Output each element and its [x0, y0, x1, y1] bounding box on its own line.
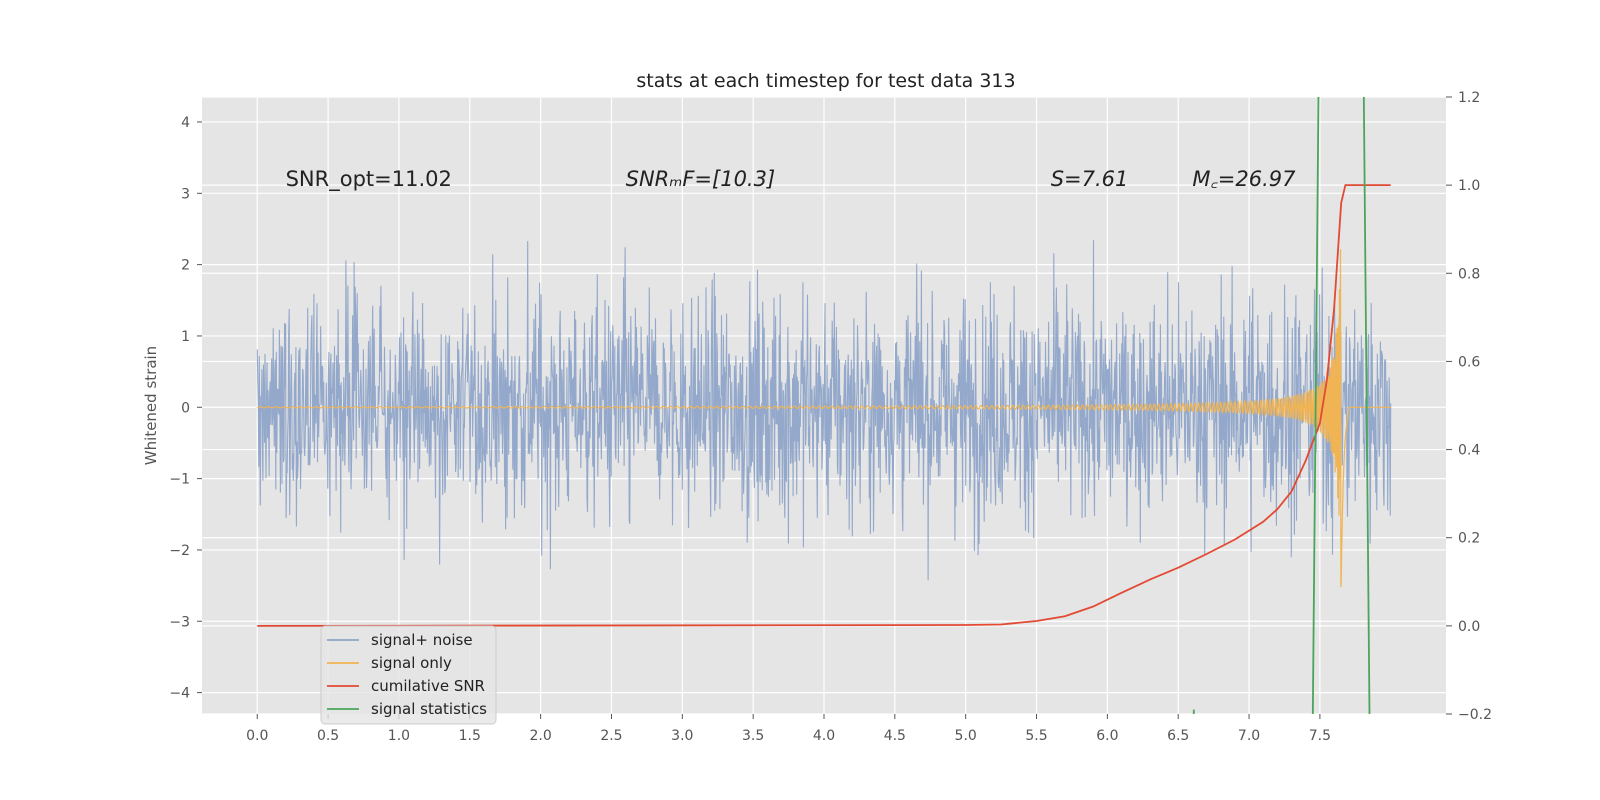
y2-tick-label: 0.0 [1458, 619, 1480, 635]
chirp-series [257, 249, 1391, 588]
x-tick-label: 4.5 [884, 728, 906, 744]
y-tick-label: 2 [181, 258, 190, 274]
x-tick-label: 5.5 [1025, 728, 1047, 744]
x-tick-label: 0.0 [246, 728, 268, 744]
legend-label: cumilative SNR [371, 677, 485, 695]
x-tick-label: 5.0 [955, 728, 977, 744]
x-tick-label: 4.0 [813, 728, 835, 744]
snr-series [257, 184, 1391, 627]
stats-line [1362, 96, 1371, 715]
y-tick-label: −1 [169, 472, 190, 488]
y-tick-label: −4 [169, 686, 190, 702]
y2-tick-label: 0.2 [1458, 531, 1480, 547]
y-axis-label: Whitened strain [142, 346, 160, 465]
y-tick-label: 3 [181, 186, 190, 202]
axes: 0.0 0.5 1.0 1.5 2.0 2.5 3.0 3.5 4.0 4.5 5.0 5.5 6.0 6… [169, 90, 1492, 744]
y2-tick-label: 0.8 [1458, 266, 1480, 282]
x-tick-label: 1.0 [388, 728, 410, 744]
snr-line [257, 184, 1391, 627]
stats-line [1311, 96, 1320, 715]
x-tick-label: 1.5 [459, 728, 481, 744]
legend-label: signal statistics [371, 700, 487, 718]
chirp-mass-annotation: M꜀=26.97 [1192, 167, 1296, 191]
legend: signal+ noise signal only cumilative SNR si… [320, 625, 497, 725]
snr-mf-annotation: SNRₘF=[10.3] [626, 167, 776, 191]
x-tick-label: 3.0 [671, 728, 693, 744]
y-tick-label: 0 [181, 400, 190, 416]
legend-label: signal+ noise [371, 631, 473, 649]
x-tick-label: 0.5 [317, 728, 339, 744]
stats-series [1192, 96, 1371, 715]
x-tick-label: 7.5 [1309, 728, 1331, 744]
y2-tick-label: 0.4 [1458, 443, 1480, 459]
legend-label: signal only [371, 654, 452, 672]
y-tick-label: 1 [181, 329, 190, 345]
noise-series [256, 240, 1392, 581]
chart-title: stats at each timestep for test data 313 [636, 70, 1015, 92]
x-tick-label: 3.5 [742, 728, 764, 744]
s-value-annotation: S=7.61 [1051, 167, 1129, 191]
y-tick-label: −3 [169, 614, 190, 630]
x-tick-label: 6.5 [1167, 728, 1189, 744]
x-tick-label: 2.5 [600, 728, 622, 744]
chirp-line [257, 249, 1391, 588]
x-tick-label: 2.0 [529, 728, 551, 744]
y2-tick-label: 1.2 [1458, 90, 1480, 106]
y2-tick-label: 1.0 [1458, 178, 1480, 194]
y-tick-label: −2 [169, 543, 190, 559]
legend-box [320, 625, 497, 725]
x-tick-label: 7.0 [1238, 728, 1260, 744]
annotations: SNR_opt=11.02 SNRₘF=[10.3] S=7.61 M꜀=26.97 [286, 167, 1297, 192]
y2-tick-label: −0.2 [1458, 707, 1492, 723]
y2-tick-label: 0.6 [1458, 354, 1480, 370]
snr-opt-annotation: SNR_opt=11.02 [286, 167, 452, 192]
y-tick-label: 4 [181, 115, 190, 131]
noise-line [256, 240, 1392, 581]
x-tick-label: 6.0 [1096, 728, 1118, 744]
